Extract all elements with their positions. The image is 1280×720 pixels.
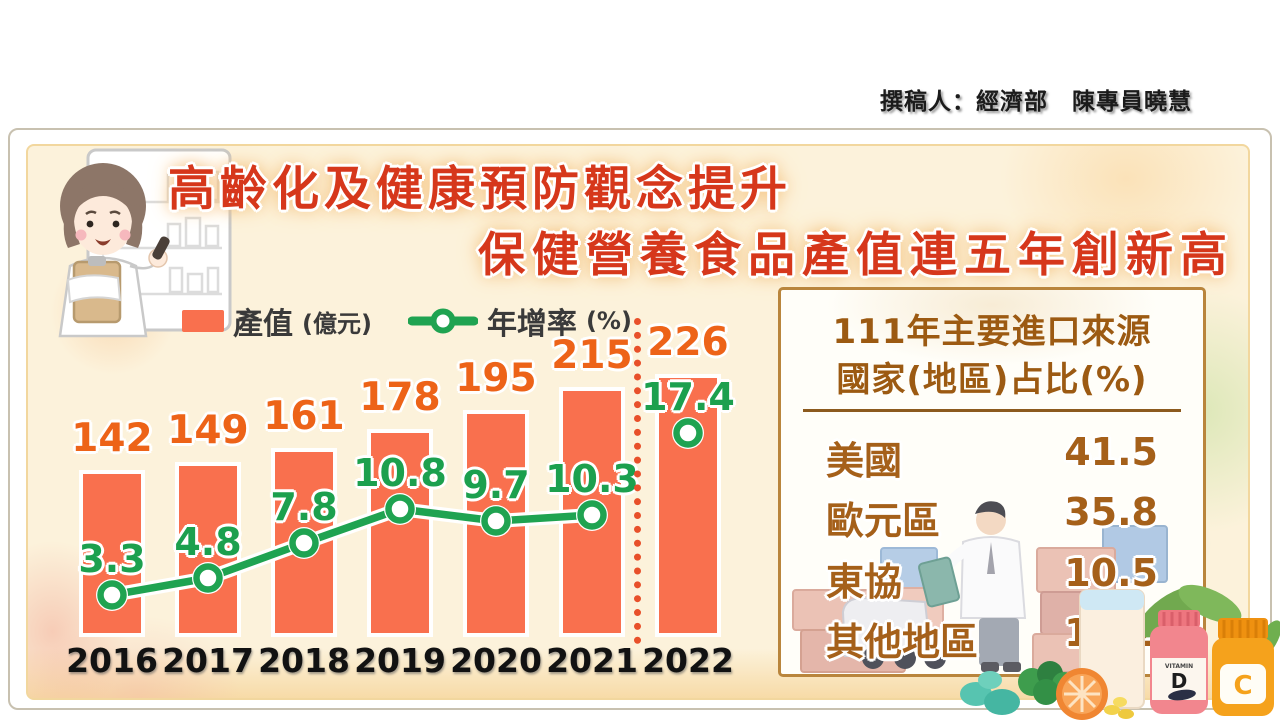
- bar-2021: [559, 387, 625, 637]
- chart-legend: 產值 (億元) 年增率 (%): [182, 303, 632, 342]
- bar-legend-label: 產值: [233, 307, 293, 342]
- import-row-asean: 東協 10.5: [826, 551, 1158, 604]
- year-label-2019: 2019: [354, 641, 446, 680]
- year-label-2017: 2017: [162, 641, 254, 680]
- rate-value-2019: 10.8: [353, 451, 447, 495]
- import-share-panel: 111年主要進口來源 國家(地區)占比(%) 美國 41.5 歐元區 35.8 …: [778, 287, 1206, 677]
- rate-value-2021: 10.3: [545, 457, 639, 501]
- bar-value-2019: 178: [359, 375, 441, 420]
- year-label-2022: 2022: [642, 641, 734, 680]
- line-legend-unit: (%): [585, 307, 632, 335]
- import-row-value: 12.2: [1064, 611, 1158, 655]
- import-row-eurozone: 歐元區 35.8: [826, 490, 1158, 543]
- year-label-2016: 2016: [66, 641, 158, 680]
- import-row-other: 其他地區 12.2: [826, 611, 1158, 664]
- rate-value-2022: 17.4: [641, 375, 735, 419]
- import-row-usa: 美國 41.5: [826, 430, 1158, 483]
- headline-line1: 高齡化及健康預防觀念提升: [168, 162, 792, 217]
- line-legend-marker: [407, 308, 478, 334]
- year-label-2018: 2018: [258, 641, 350, 680]
- author-credit: 撰稿人：經濟部 陳專員曉慧: [880, 89, 1192, 115]
- import-row-value: 35.8: [1064, 490, 1158, 534]
- bar-value-2017: 149: [167, 408, 249, 453]
- bar-legend-swatch: [182, 310, 224, 332]
- import-row-name: 歐元區: [826, 499, 941, 543]
- bar-value-2021: 215: [551, 333, 633, 378]
- headline-line2: 保健營養食品產值連五年創新高: [478, 228, 1234, 283]
- bar-value-2016: 142: [71, 416, 153, 461]
- import-row-name: 美國: [826, 439, 903, 483]
- import-row-name: 東協: [826, 560, 903, 604]
- rate-value-2016: 3.3: [78, 537, 146, 581]
- year-label-2020: 2020: [450, 641, 542, 680]
- import-row-name: 其他地區: [826, 620, 979, 664]
- bar-value-2022: 226: [647, 320, 729, 365]
- rate-value-2018: 7.8: [270, 485, 338, 529]
- panel-divider: [803, 409, 1181, 412]
- bar-value-2018: 161: [263, 394, 345, 439]
- year-label-2021: 2021: [546, 641, 638, 680]
- rate-value-2020: 9.7: [462, 463, 530, 507]
- rate-value-2017: 4.8: [174, 520, 242, 564]
- bar-legend-unit: (億元): [302, 309, 372, 338]
- bar-value-2020: 195: [455, 356, 537, 401]
- forecast-dotted-divider: [634, 318, 641, 644]
- import-row-value: 10.5: [1064, 551, 1158, 595]
- bar-2020: [463, 410, 529, 637]
- panel-title-line2: 國家(地區)占比(%): [836, 360, 1148, 400]
- import-row-value: 41.5: [1064, 430, 1158, 474]
- panel-title-line1: 111年主要進口來源: [832, 312, 1152, 352]
- line-legend-label: 年增率: [486, 307, 577, 342]
